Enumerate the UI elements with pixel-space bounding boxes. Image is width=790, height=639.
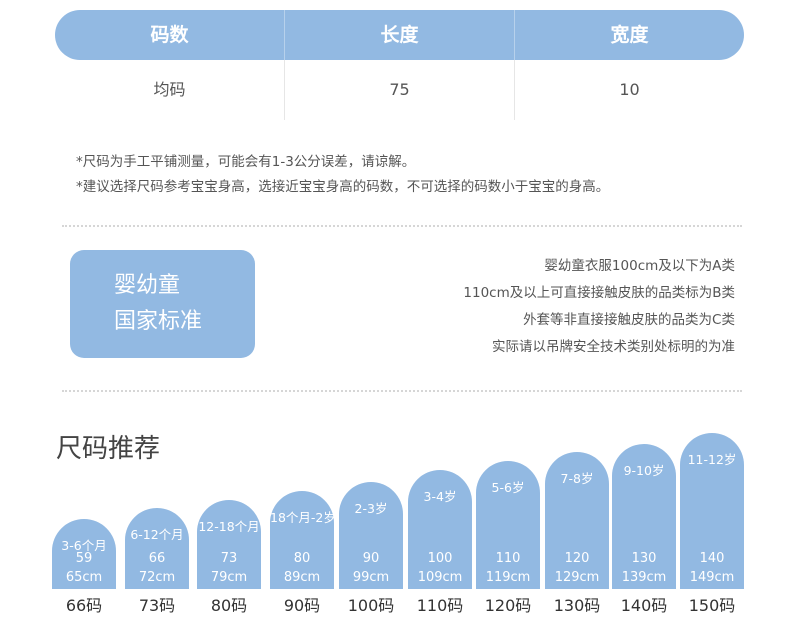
cell-size: 均码 <box>153 80 186 99</box>
bar-age: 12-18个月 <box>198 519 260 534</box>
dotted-divider-2 <box>62 390 742 392</box>
note-2: *建议选择尺码参考宝宝身高，选接近宝宝身高的码数，不可选择的码数小于宝宝的身高。 <box>76 179 610 195</box>
size-label: 66码 <box>65 596 103 615</box>
standard-line-a: 婴幼童衣服100cm及以下为A类 <box>544 258 735 274</box>
standard-line-note: 实际请以吊牌安全技术类别处标明的为准 <box>492 339 735 355</box>
header-size: 码数 <box>150 24 189 46</box>
table-row: 均码 75 10 <box>55 60 744 120</box>
bar-weight: 110 <box>495 551 521 566</box>
table-header: 码数 长度 宽度 <box>55 10 744 60</box>
bar-height: 65cm <box>65 570 103 585</box>
size-label: 120码 <box>484 596 532 615</box>
note-1: *尺码为手工平铺测量，可能会有1-3公分误差，请谅解。 <box>76 154 416 170</box>
bar-weight: 120 <box>564 551 590 566</box>
bar-height: 72cm <box>138 570 176 585</box>
cell-width: 10 <box>514 60 744 120</box>
bar-height: 99cm <box>352 570 390 585</box>
size-label: 140码 <box>620 596 668 615</box>
header-length: 长度 <box>284 10 514 60</box>
size-bar: 9-10岁 130 139cm <box>612 444 676 589</box>
standard-line-b: 110cm及以上可直接接触皮肤的品类标为B类 <box>463 285 735 301</box>
bar-age: 18个月-2岁 <box>270 510 336 525</box>
size-label: 130码 <box>553 596 601 615</box>
bar-age: 3-4岁 <box>423 489 457 504</box>
bar-height: 119cm <box>485 570 531 585</box>
badge-line-1: 婴幼童 <box>114 273 181 298</box>
size-bar: 12-18个月 73 79cm <box>197 500 261 589</box>
bar-height: 149cm <box>689 570 735 585</box>
bar-weight: 59 <box>75 551 93 566</box>
bar-height: 139cm <box>621 570 667 585</box>
bar-height: 129cm <box>554 570 600 585</box>
bar-height: 109cm <box>417 570 463 585</box>
size-bar: 18个月-2岁 80 89cm <box>270 491 336 589</box>
bar-age: 7-8岁 <box>560 471 594 486</box>
size-bar: 3-6个月 59 65cm <box>52 519 116 589</box>
bar-weight: 100 <box>427 551 453 566</box>
header-width: 宽度 <box>514 10 744 60</box>
size-bar: 2-3岁 90 99cm <box>339 482 403 589</box>
bar-age: 11-12岁 <box>687 452 737 467</box>
bar-age: 9-10岁 <box>623 463 665 478</box>
bar-weight: 140 <box>699 551 725 566</box>
size-label: 90码 <box>283 596 321 615</box>
standard-badge: 婴幼童 国家标准 <box>70 250 255 358</box>
size-label: 73码 <box>138 596 176 615</box>
cell-length: 75 <box>284 60 514 120</box>
bar-age: 3-6个月 <box>61 538 107 553</box>
size-label: 80码 <box>210 596 248 615</box>
bar-age: 6-12个月 <box>130 527 184 542</box>
size-bar: 7-8岁 120 129cm <box>545 452 609 589</box>
bar-height: 79cm <box>210 570 248 585</box>
size-bar: 11-12岁 140 149cm <box>680 433 744 589</box>
bar-weight: 130 <box>631 551 657 566</box>
size-label: 150码 <box>688 596 736 615</box>
bar-weight: 73 <box>220 551 238 566</box>
recommend-title: 尺码推荐 <box>56 434 161 464</box>
size-notes: *尺码为手工平铺测量，可能会有1-3公分误差，请谅解。 *建议选择尺码参考宝宝身… <box>76 150 609 200</box>
bar-age: 5-6岁 <box>491 480 525 495</box>
bar-height: 89cm <box>283 570 321 585</box>
size-bar: 3-4岁 100 109cm <box>408 470 472 589</box>
standard-description: 婴幼童衣服100cm及以下为A类 110cm及以上可直接接触皮肤的品类标为B类 … <box>463 253 735 361</box>
bar-age: 2-3岁 <box>354 501 388 516</box>
size-bar: 5-6岁 110 119cm <box>476 461 540 589</box>
bar-weight: 80 <box>293 551 311 566</box>
size-table: 码数 长度 宽度 均码 75 10 <box>55 10 744 120</box>
standard-line-c: 外套等非直接接触皮肤的品类为C类 <box>523 312 735 328</box>
badge-line-2: 国家标准 <box>114 309 203 334</box>
size-bar: 6-12个月 66 72cm <box>125 508 189 589</box>
dotted-divider <box>62 225 742 227</box>
bar-weight: 66 <box>148 551 166 566</box>
size-label: 110码 <box>416 596 464 615</box>
size-label: 100码 <box>347 596 395 615</box>
bar-weight: 90 <box>362 551 380 566</box>
